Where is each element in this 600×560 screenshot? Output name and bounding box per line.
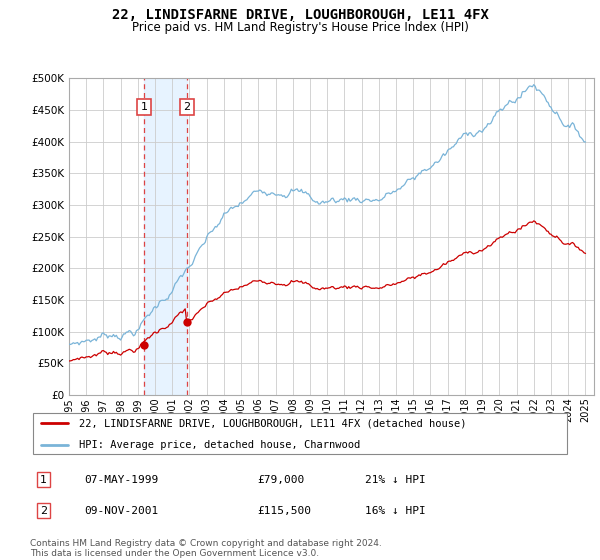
Text: 22, LINDISFARNE DRIVE, LOUGHBOROUGH, LE11 4FX (detached house): 22, LINDISFARNE DRIVE, LOUGHBOROUGH, LE1…	[79, 418, 466, 428]
FancyBboxPatch shape	[33, 413, 568, 454]
Text: 2: 2	[184, 102, 190, 112]
Text: 1: 1	[140, 102, 148, 112]
Text: 22, LINDISFARNE DRIVE, LOUGHBOROUGH, LE11 4FX: 22, LINDISFARNE DRIVE, LOUGHBOROUGH, LE1…	[112, 8, 488, 22]
Text: £115,500: £115,500	[257, 506, 311, 516]
Text: £79,000: £79,000	[257, 475, 304, 484]
Text: 07-MAY-1999: 07-MAY-1999	[84, 475, 158, 484]
Text: Price paid vs. HM Land Registry's House Price Index (HPI): Price paid vs. HM Land Registry's House …	[131, 21, 469, 34]
Bar	[144, 78, 187, 395]
Text: 21% ↓ HPI: 21% ↓ HPI	[365, 475, 425, 484]
Text: 2: 2	[40, 506, 47, 516]
Text: Contains HM Land Registry data © Crown copyright and database right 2024.
This d: Contains HM Land Registry data © Crown c…	[30, 539, 382, 558]
Text: 09-NOV-2001: 09-NOV-2001	[84, 506, 158, 516]
Text: 1: 1	[40, 475, 47, 484]
Text: HPI: Average price, detached house, Charnwood: HPI: Average price, detached house, Char…	[79, 440, 360, 450]
Text: 16% ↓ HPI: 16% ↓ HPI	[365, 506, 425, 516]
